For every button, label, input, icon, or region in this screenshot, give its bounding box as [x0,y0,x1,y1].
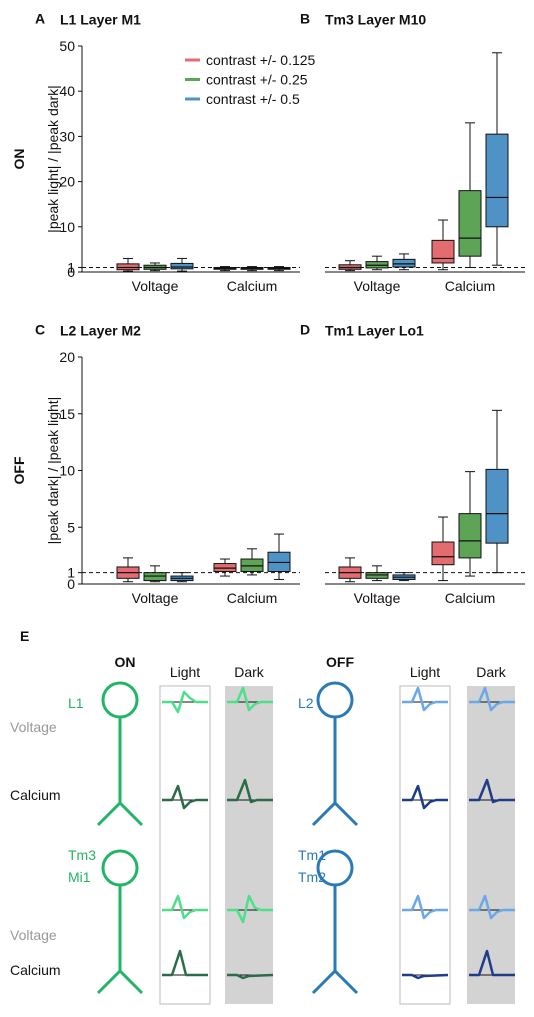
neuron-soma [101,681,139,719]
y-tick-label: 10 [59,219,75,235]
column-header: Dark [234,664,265,680]
light-panel [159,685,211,1005]
neuron-name: Mi1 [68,869,91,885]
response-trace [162,690,208,714]
box [458,190,482,257]
neuron-terminal [96,968,144,995]
box [485,468,509,544]
y-tick-label: 40 [59,83,75,99]
response-trace [162,894,208,920]
neuron-soma [101,849,139,887]
panel-title: L1 Layer M1 [60,12,141,28]
box [431,239,455,264]
box [116,263,140,271]
column-header: Dark [476,664,507,680]
response-trace [402,686,448,712]
x-tick-label: Voltage [132,590,179,606]
response-trace [402,973,449,980]
box [485,133,509,228]
y-tick-label: 30 [59,128,75,144]
neuron-name: L2 [298,695,314,711]
x-tick-label: Calcium [445,278,496,294]
y-tick-label: 15 [59,406,75,422]
response-trace [162,784,208,810]
panel-letter: B [300,11,310,27]
row-label: ON [11,149,27,170]
neuron-name: Tm2 [298,869,326,885]
row-label: Voltage [10,719,57,735]
legend-label: contrast +/- 0.25 [206,72,308,88]
dark-panel [467,686,515,1004]
box [458,513,482,559]
y-tick-label: 50 [59,38,75,54]
dark-panel [225,686,273,1004]
y-tick-label: 1 [67,565,75,581]
row-label: Calcium [10,787,61,803]
y-tick-label: 0 [67,576,75,592]
response-trace [227,778,273,804]
y-tick-label: 1 [67,259,75,275]
y-tick-label: 10 [59,463,75,479]
y-axis-label: |peak light| / |peak dark| [45,85,61,233]
x-tick-label: Voltage [354,278,401,294]
row-label: Calcium [10,962,61,978]
panel-letter: D [300,322,310,338]
legend-label: contrast +/- 0.125 [206,52,316,68]
y-tick-label: 0 [67,264,75,280]
neuron-name: L1 [68,695,84,711]
x-tick-label: Calcium [227,590,278,606]
neuron-terminal [311,800,359,827]
panel-title: Tm3 Layer M10 [325,12,426,28]
response-trace [402,784,448,810]
column-header: Light [410,664,440,680]
y-axis-label: |peak dark| / |peak light| [45,397,61,545]
panel-title: L2 Layer M2 [60,323,141,339]
neuron-terminal [311,968,359,995]
legend-label: contrast +/- 0.5 [206,91,300,107]
x-tick-label: Calcium [445,590,496,606]
row-label: Voltage [10,927,57,943]
neuron-soma [316,681,354,719]
y-tick-label: 5 [67,519,75,535]
box [392,258,416,268]
response-trace [469,894,515,920]
light-panel [399,685,451,1005]
panel-title: Tm1 Layer Lo1 [325,323,424,339]
x-tick-label: Voltage [354,590,401,606]
x-tick-label: Voltage [132,278,179,294]
response-trace [227,973,274,980]
panel-letter: A [35,11,45,27]
neuron-name: Tm1 [298,847,326,863]
panel-letter: E [20,628,29,644]
y-tick-label: 20 [59,349,75,365]
response-trace [402,894,448,920]
panel-letter: C [35,322,45,338]
response-trace [227,894,273,924]
y-tick-label: 20 [59,174,75,190]
group-title: ON [115,654,136,670]
group-title: OFF [326,654,354,670]
neuron-name: Tm3 [68,847,96,863]
response-trace [469,949,515,977]
response-trace [469,686,515,712]
neuron-terminal [96,800,144,827]
response-trace [227,686,273,712]
response-trace [469,778,515,804]
box [170,262,194,270]
row-label: OFF [11,456,27,484]
box [431,541,455,566]
x-tick-label: Calcium [227,278,278,294]
column-header: Light [170,664,200,680]
response-trace [162,949,208,977]
